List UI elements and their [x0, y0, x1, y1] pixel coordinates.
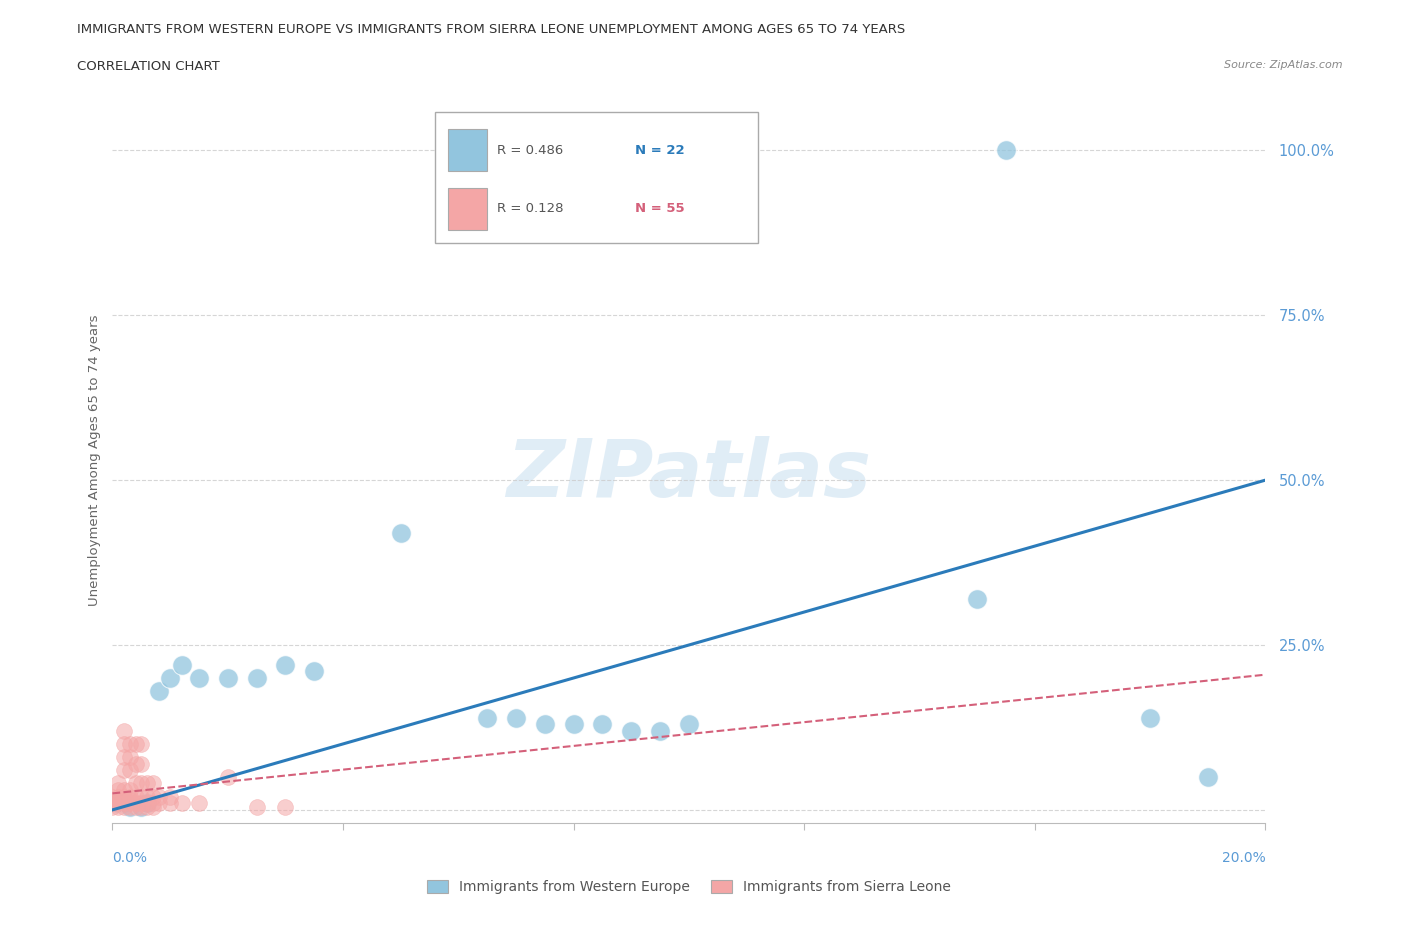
Text: 20.0%: 20.0% — [1222, 851, 1265, 865]
Point — [118, 783, 141, 798]
Point — [592, 717, 614, 732]
Text: CORRELATION CHART: CORRELATION CHART — [77, 60, 221, 73]
Point — [101, 799, 124, 814]
Point — [112, 724, 135, 738]
Point — [188, 796, 211, 811]
Point — [118, 763, 141, 777]
Point — [118, 799, 141, 814]
Point — [995, 143, 1018, 158]
Point — [129, 756, 153, 771]
Point — [129, 790, 153, 804]
Point — [118, 737, 141, 751]
Point — [159, 790, 181, 804]
Point — [389, 525, 412, 540]
Text: IMMIGRANTS FROM WESTERN EUROPE VS IMMIGRANTS FROM SIERRA LEONE UNEMPLOYMENT AMON: IMMIGRANTS FROM WESTERN EUROPE VS IMMIGR… — [77, 23, 905, 36]
Point — [124, 756, 146, 771]
Point — [245, 799, 267, 814]
Point — [648, 724, 672, 738]
Point — [136, 790, 159, 804]
Point — [304, 664, 326, 679]
Point — [124, 776, 146, 790]
Point — [505, 711, 527, 725]
Point — [107, 796, 129, 811]
Point — [159, 796, 181, 811]
Point — [101, 790, 124, 804]
Point — [112, 750, 135, 764]
Point — [274, 658, 297, 672]
Point — [112, 763, 135, 777]
Point — [101, 796, 124, 811]
Point — [148, 684, 170, 698]
Point — [136, 796, 159, 811]
Point — [107, 799, 129, 814]
Point — [170, 796, 193, 811]
Point — [1197, 769, 1219, 784]
Point — [112, 796, 135, 811]
Point — [107, 790, 129, 804]
Point — [159, 671, 181, 685]
Point — [217, 671, 239, 685]
Point — [118, 790, 141, 804]
Legend: Immigrants from Western Europe, Immigrants from Sierra Leone: Immigrants from Western Europe, Immigran… — [422, 874, 956, 899]
Point — [1139, 711, 1161, 725]
Point — [562, 717, 585, 732]
Point — [620, 724, 643, 738]
Point — [142, 799, 165, 814]
Point — [112, 737, 135, 751]
Point — [136, 796, 159, 811]
Point — [118, 750, 141, 764]
Point — [107, 796, 129, 811]
Point — [533, 717, 555, 732]
Text: 0.0%: 0.0% — [112, 851, 148, 865]
Point — [118, 792, 141, 807]
Text: ZIPatlas: ZIPatlas — [506, 436, 872, 514]
Text: Source: ZipAtlas.com: Source: ZipAtlas.com — [1225, 60, 1343, 71]
Point — [124, 799, 146, 814]
Point — [136, 799, 159, 814]
Point — [118, 799, 141, 814]
Point — [142, 776, 165, 790]
Point — [170, 658, 193, 672]
Point — [129, 737, 153, 751]
Point — [245, 671, 267, 685]
Point — [124, 796, 146, 811]
Point — [112, 790, 135, 804]
Point — [188, 671, 211, 685]
Point — [112, 796, 135, 811]
Point — [107, 776, 129, 790]
Point — [148, 790, 170, 804]
Point — [966, 591, 988, 606]
Point — [124, 737, 146, 751]
Point — [112, 799, 135, 814]
Y-axis label: Unemployment Among Ages 65 to 74 years: Unemployment Among Ages 65 to 74 years — [89, 314, 101, 606]
Point — [129, 796, 153, 811]
Point — [124, 790, 146, 804]
Point — [148, 796, 170, 811]
Point — [129, 799, 153, 814]
Point — [129, 776, 153, 790]
Point — [107, 783, 129, 798]
Point — [136, 776, 159, 790]
Point — [142, 790, 165, 804]
Point — [129, 799, 153, 814]
Point — [678, 717, 700, 732]
Point — [118, 796, 141, 811]
Point — [274, 799, 297, 814]
Point — [217, 769, 239, 784]
Point — [101, 792, 124, 807]
Point — [112, 792, 135, 807]
Point — [142, 796, 165, 811]
Point — [475, 711, 498, 725]
Point — [112, 783, 135, 798]
